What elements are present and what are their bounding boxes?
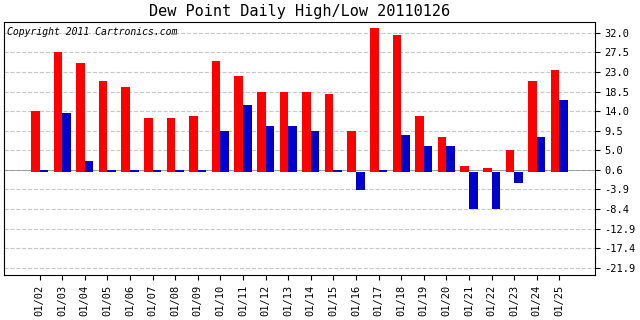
Bar [401,135,410,172]
Bar [212,61,220,172]
Bar [40,170,48,172]
Bar [506,150,514,172]
Bar [438,137,447,172]
Bar [166,118,175,172]
Bar [311,131,319,172]
Bar [447,146,455,172]
Bar [198,170,206,172]
Bar [302,92,311,172]
Bar [54,52,62,172]
Bar [356,172,365,190]
Bar [266,126,274,172]
Bar [559,100,568,172]
Bar [492,172,500,209]
Bar [175,170,184,172]
Bar [99,81,108,172]
Bar [76,63,85,172]
Bar [483,168,492,172]
Bar [122,87,130,172]
Bar [333,170,342,172]
Bar [392,35,401,172]
Bar [469,172,477,209]
Bar [108,170,116,172]
Bar [537,137,545,172]
Bar [280,92,288,172]
Bar [551,70,559,172]
Bar [325,94,333,172]
Bar [460,166,469,172]
Bar [189,116,198,172]
Bar [424,146,433,172]
Bar [152,170,161,172]
Bar [144,118,152,172]
Bar [243,105,252,172]
Bar [220,131,229,172]
Bar [379,170,387,172]
Bar [348,131,356,172]
Bar [288,126,297,172]
Bar [31,111,40,172]
Bar [415,116,424,172]
Bar [62,113,71,172]
Text: Copyright 2011 Cartronics.com: Copyright 2011 Cartronics.com [7,27,177,37]
Bar [234,76,243,172]
Bar [257,92,266,172]
Bar [85,161,93,172]
Bar [514,172,523,183]
Bar [370,28,379,172]
Bar [528,81,537,172]
Bar [130,170,139,172]
Title: Dew Point Daily High/Low 20110126: Dew Point Daily High/Low 20110126 [149,4,450,19]
